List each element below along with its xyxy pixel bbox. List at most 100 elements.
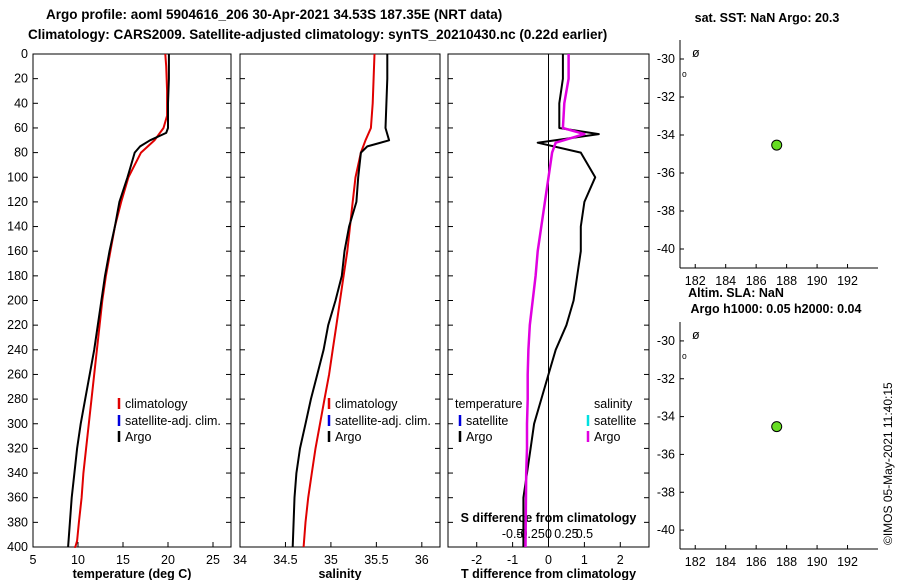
title-line-1: Argo profile: aoml 5904616_206 30-Apr-20…	[46, 7, 502, 22]
salinity-plot-frame	[239, 53, 441, 548]
depth-tick-label: 400	[7, 540, 28, 554]
depth-tick-label: 220	[7, 318, 28, 332]
salinity-x-tick-label: 35.5	[364, 553, 388, 567]
sst-map-argo-position-marker	[771, 139, 783, 151]
tdiff-x-tick-label: 0	[545, 553, 552, 567]
sla-map-x-tick-label: 188	[776, 555, 797, 569]
temperature-plot-frame	[32, 53, 232, 548]
legend-temperature-heading: temperature	[455, 397, 522, 411]
sdiff-x-tick-label: 0.5	[576, 527, 593, 541]
depth-tick-label: 140	[7, 220, 28, 234]
sla-map-x-tick-label: 190	[807, 555, 828, 569]
salinity-legend-argo-label: Argo	[335, 430, 361, 444]
depth-tick-label: 180	[7, 269, 28, 283]
temperature-legend-climatology-label: climatology	[125, 397, 188, 411]
sst-map-y-tick-label: -38	[657, 204, 675, 218]
salinity-legend-satellite-label: satellite-adj. clim.	[335, 414, 431, 428]
sla-map-x-tick-label: 182	[685, 555, 706, 569]
depth-tick-label: 340	[7, 466, 28, 480]
depth-tick-label: 80	[14, 146, 28, 160]
sla-map-y-tick-label: -40	[657, 523, 675, 537]
sst-map-x-tick-label: 188	[776, 274, 797, 288]
sst-map-x-tick-label: 190	[807, 274, 828, 288]
sdiff-argo-line	[524, 54, 586, 548]
temperature-legend-satellite-label: satellite-adj. clim.	[125, 414, 221, 428]
salinity-x-tick-label: 34.5	[273, 553, 297, 567]
temperature-x-tick-label: 15	[116, 553, 130, 567]
sst-map-x-tick-label: 192	[837, 274, 858, 288]
copyright-text: ©IMOS 05-May-2021 11:40:15	[881, 382, 895, 545]
depth-tick-label: 60	[14, 121, 28, 135]
tdiff-x-tick-label: 1	[581, 553, 588, 567]
sla-map-x-tick-label: 186	[746, 555, 767, 569]
depth-tick-label: 320	[7, 441, 28, 455]
diff-legend-temp-argo-label: Argo	[466, 430, 492, 444]
sla-map-x-tick-label: 184	[715, 555, 736, 569]
depth-tick-label: 360	[7, 491, 28, 505]
depth-tick-label: 120	[7, 195, 28, 209]
sst-map-island-mark: ₒ	[682, 65, 687, 79]
sla-map-y-tick-label: -36	[657, 447, 675, 461]
sla-map-title: Altim. SLA: NaN	[688, 286, 784, 300]
diff-legend-sal-argo-label: Argo	[594, 430, 620, 444]
depth-tick-label: 300	[7, 417, 28, 431]
tdiff-x-tick-label: 2	[617, 553, 624, 567]
sla-map-y-tick-label: -34	[657, 410, 675, 424]
salinity-x-tick-label: 34	[233, 553, 247, 567]
sla-map-x-tick-label: 192	[837, 555, 858, 569]
salinity-legend-climatology-label: climatology	[335, 397, 398, 411]
tdiff-x-tick-label: -1	[507, 553, 518, 567]
sst-map-y-tick-label: -36	[657, 166, 675, 180]
diff-legend-temp-satellite-label: satellite	[466, 414, 508, 428]
sla-map-argo-position-marker	[771, 421, 783, 433]
salinity-x-label: salinity	[318, 567, 361, 580]
sdiff-x-tick-label: -0.5	[502, 527, 524, 541]
salinity-climatology-line	[302, 53, 376, 548]
depth-tick-label: 100	[7, 170, 28, 184]
depth-tick-label: 40	[14, 96, 28, 110]
depth-tick-label: 0	[21, 47, 28, 61]
sla-map-subtitle: Argo h1000: 0.05 h2000: 0.04	[691, 302, 862, 316]
sst-map-x-tick-label: 182	[685, 274, 706, 288]
depth-tick-label: 260	[7, 367, 28, 381]
tdiff-argo-line	[522, 54, 600, 547]
sst-map-x-tick-label: 184	[715, 274, 736, 288]
sst-map-title: sat. SST: NaN Argo: 20.3	[695, 11, 840, 25]
sst-map-y-tick-label: -30	[657, 52, 675, 66]
sst-map-island-mark: ø	[692, 46, 700, 60]
temperature-climatology-line	[74, 53, 169, 548]
depth-tick-label: 200	[7, 294, 28, 308]
sla-map-y-tick-label: -30	[657, 334, 675, 348]
sst-map-x-tick-label: 186	[746, 274, 767, 288]
sst-map-y-tick-label: -32	[657, 90, 675, 104]
depth-tick-label: 380	[7, 515, 28, 529]
temperature-x-tick-label: 25	[206, 553, 220, 567]
tdiff-x-tick-label: -2	[471, 553, 482, 567]
sst-map-y-tick-label: -40	[657, 242, 675, 256]
title-line-2: Climatology: CARS2009. Satellite-adjuste…	[28, 27, 607, 42]
sdiff-x-tick-label: 0	[545, 527, 552, 541]
depth-tick-label: 240	[7, 343, 28, 357]
depth-tick-label: 20	[14, 72, 28, 86]
salinity-x-tick-label: 36	[415, 553, 429, 567]
sdiff-x-tick-label: 0.25	[554, 527, 578, 541]
depth-tick-label: 160	[7, 244, 28, 258]
temperature-x-tick-label: 20	[161, 553, 175, 567]
temperature-x-tick-label: 10	[71, 553, 85, 567]
temperature-x-tick-label: 5	[30, 553, 37, 567]
sla-map-island-mark: ₒ	[682, 347, 687, 361]
sdiff-x-tick-label: -0.25	[516, 527, 545, 541]
sla-map-y-tick-label: -38	[657, 485, 675, 499]
legend-salinity-heading: salinity	[594, 397, 633, 411]
temperature-x-label: temperature (deg C)	[73, 567, 192, 580]
depth-tick-label: 280	[7, 392, 28, 406]
salinity-x-tick-label: 35	[324, 553, 338, 567]
salinity-argo-line	[291, 54, 391, 548]
diff-legend-sal-satellite-label: satellite	[594, 414, 636, 428]
sst-map-y-tick-label: -34	[657, 128, 675, 142]
sla-map-y-tick-label: -32	[657, 372, 675, 386]
temperature-legend-argo-label: Argo	[125, 430, 151, 444]
sdiff-x-label: S difference from climatology	[461, 511, 637, 525]
sla-map-island-mark: ø	[692, 328, 700, 342]
